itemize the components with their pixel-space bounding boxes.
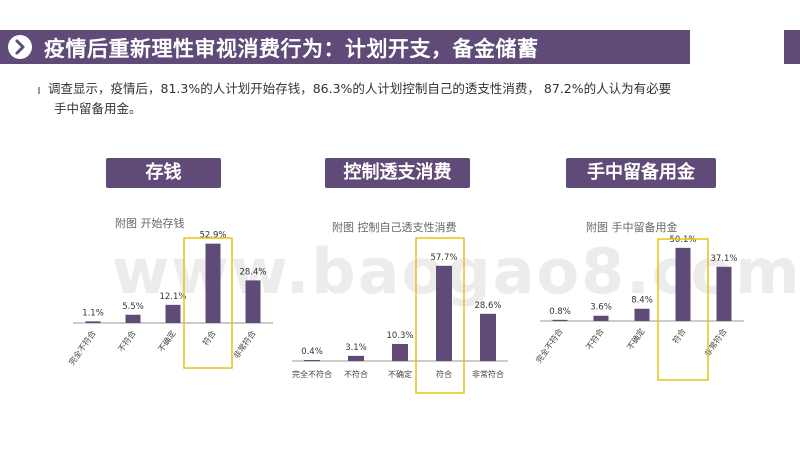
highlight-box-agree	[657, 238, 709, 381]
value-label-strongly-disagree: 0.8%	[549, 307, 571, 317]
value-label-agree: 57.7%	[430, 253, 457, 263]
intro-line-1: 调查显示，疫情后，81.3%的人计划开始存钱，86.3%的人计划控制自己的透支性…	[48, 81, 672, 96]
value-label-unsure: 12.1%	[159, 292, 186, 302]
bar-strongly-agree	[716, 266, 732, 321]
bullet-mark	[38, 87, 40, 94]
bar-agree	[436, 265, 452, 361]
bar-agree	[205, 243, 221, 323]
value-label-agree: 50.1%	[669, 235, 696, 245]
tick-label-unsure: 不确定	[156, 328, 178, 353]
bar-disagree	[348, 355, 364, 361]
highlight-box-agree	[183, 237, 233, 369]
bar-disagree	[125, 314, 141, 323]
value-label-disagree: 3.6%	[590, 303, 612, 313]
value-label-unsure: 8.4%	[631, 296, 653, 306]
highlight-box-agree	[415, 237, 465, 394]
value-label-disagree: 3.1%	[345, 343, 367, 353]
intro-line-2: 手中留备用金。	[54, 101, 142, 116]
value-label-unsure: 10.3%	[386, 331, 413, 341]
bar-strongly-agree	[245, 280, 261, 323]
value-label-strongly-disagree: 1.1%	[82, 308, 104, 318]
bar-chart-control-spending: 0.4% 完全不符合 3.1% 不符合 10.3% 不确定 57.7% 符合 28.6% 非常符合	[292, 237, 508, 394]
tick-label-strongly-agree: 非常符合	[702, 326, 729, 358]
side-accent-tab	[784, 30, 800, 64]
value-label-strongly-agree: 28.4%	[239, 267, 266, 277]
chart-title-saving: 附图 开始存钱	[115, 217, 185, 230]
page-title: 疫情后重新理性审视消费行为：计划开支，备金储蓄	[44, 37, 539, 61]
chevron-right-icon	[8, 35, 32, 59]
tick-label-strongly-disagree: 完全不符合	[67, 328, 98, 367]
bar-disagree	[593, 315, 609, 321]
tick-label-disagree: 不符合	[116, 328, 138, 353]
bar-unsure	[634, 308, 650, 321]
value-label-strongly-agree: 28.6%	[474, 301, 501, 311]
bar-chart-reserve-fund: 0.8% 完全不符合 3.6% 不符合 8.4% 不确定 50.1% 符合 37.1% 非常符合	[534, 235, 744, 381]
value-label-agree: 52.9%	[199, 231, 226, 241]
tick-label-agree: 符合	[200, 328, 217, 347]
value-label-strongly-disagree: 0.4%	[301, 347, 323, 357]
intro-paragraph: 调查显示，疫情后，81.3%的人计划开始存钱，86.3%的人计划控制自己的透支性…	[38, 79, 768, 119]
value-label-disagree: 5.5%	[122, 302, 144, 312]
tick-label-strongly-disagree: 完全不符合	[292, 369, 332, 379]
bar-strongly-disagree	[552, 319, 568, 321]
bar-unsure	[392, 344, 408, 361]
bar-strongly-disagree	[304, 360, 320, 361]
bar-chart-saving: 1.1% 完全不符合 5.5% 不符合 12.1% 不确定 52.9% 符合 28.4% 非常符合	[67, 231, 273, 369]
section-label-reserve-fund[interactable]: 手中留备用金	[566, 158, 716, 188]
value-label-strongly-agree: 37.1%	[710, 254, 737, 264]
tick-label-disagree: 不符合	[584, 326, 606, 351]
chart-title-reserve-fund: 附图 手中留备用金	[586, 221, 678, 234]
tick-label-disagree: 不符合	[344, 369, 368, 379]
bar-strongly-disagree	[85, 321, 101, 323]
tick-label-unsure: 不确定	[388, 369, 412, 379]
tick-label-agree: 符合	[670, 326, 687, 345]
tick-label-strongly-agree: 非常符合	[231, 328, 258, 360]
tick-label-unsure: 不确定	[625, 326, 647, 351]
tick-label-strongly-agree: 非常符合	[472, 369, 504, 379]
tick-label-strongly-disagree: 完全不符合	[534, 326, 565, 365]
tick-label-agree: 符合	[436, 369, 452, 379]
chart-title-control-spending: 附图 控制自己透支性消费	[332, 221, 457, 234]
bar-agree	[675, 247, 691, 321]
section-label-saving[interactable]: 存钱	[106, 158, 221, 188]
bar-unsure	[165, 304, 181, 323]
title-bar: 疫情后重新理性审视消费行为：计划开支，备金储蓄	[0, 30, 690, 64]
section-label-control-spending[interactable]: 控制透支消费	[325, 158, 470, 188]
bar-strongly-agree	[480, 313, 496, 361]
